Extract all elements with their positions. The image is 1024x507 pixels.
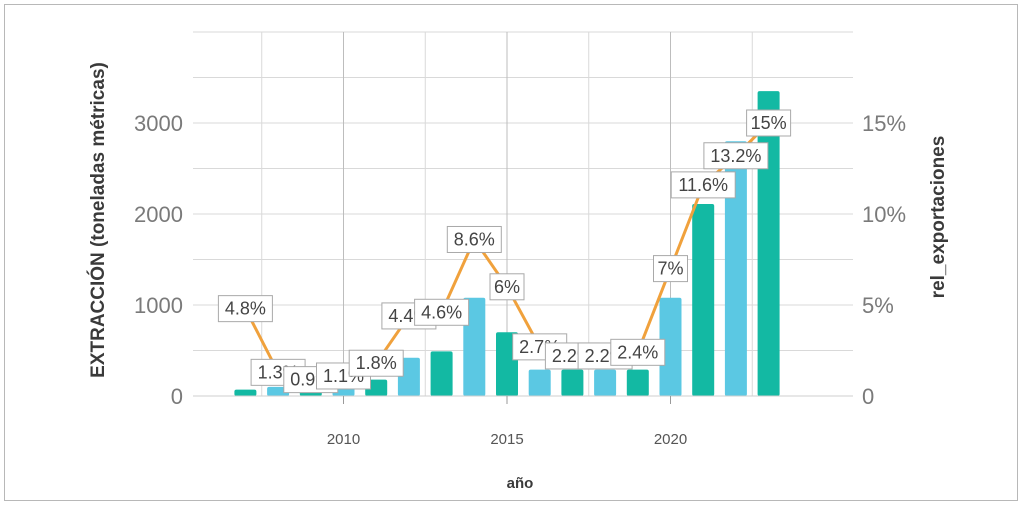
data-label-text: 4.8% [225, 299, 266, 319]
data-label-2015: 6% [489, 273, 525, 301]
y-tick-label: 1000 [134, 293, 183, 318]
data-label-2014: 8.6% [446, 225, 502, 253]
data-label-text: 13.2% [710, 146, 761, 166]
data-label-text: 6% [494, 277, 520, 297]
data-label-box [446, 225, 502, 253]
data-label-text: 1.8% [356, 353, 397, 373]
x-axis-title: año [507, 475, 534, 492]
axes-layer: 0 1000 2000 3000 0 5% 10% 15% 2010 2015 2020 [134, 111, 906, 448]
data-label-box [414, 298, 470, 326]
data-label-2019: 2.4% [610, 338, 666, 366]
chart-frame [4, 4, 1018, 501]
data-label-2022: 13.2% [703, 142, 769, 170]
y-tick-label: 0 [171, 384, 183, 409]
data-label-2007: 4.8% [217, 295, 273, 323]
bar-2022 [724, 141, 747, 396]
y-axis-title: EXTRACCIÓN (toneladas métricas) [87, 62, 109, 378]
data-label-text: 4.6% [421, 302, 462, 322]
data-label-2020: 7% [653, 255, 688, 283]
data-label-text: 2.4% [617, 342, 658, 362]
data-label-2013: 4.6% [414, 298, 470, 326]
bar-2016 [528, 369, 551, 396]
y-tick-label: 3000 [134, 111, 183, 136]
bar-2020 [659, 297, 682, 396]
x-tick-label: 2020 [654, 431, 687, 448]
y2-tick-label: 10% [862, 202, 906, 227]
data-label-box [348, 349, 404, 377]
data-label-text: 11.6% [678, 175, 728, 195]
data-label-box [670, 171, 736, 199]
y-tick-label: 2000 [134, 202, 183, 227]
x-tick-label: 2015 [490, 431, 523, 448]
y2-tick-label: 0 [862, 384, 874, 409]
y2-tick-label: 15% [862, 111, 906, 136]
data-label-2023: 15% [746, 109, 792, 137]
bar-2013 [430, 351, 453, 396]
data-label-box [610, 338, 666, 366]
data-label-text: 7% [657, 259, 683, 279]
data-label-box [217, 295, 273, 323]
data-label-box [653, 255, 688, 283]
data-label-text: 8.6% [454, 229, 495, 249]
data-label-text: 15% [751, 113, 787, 133]
y2-tick-label: 5% [862, 293, 894, 318]
bar-2007 [234, 389, 257, 396]
data-label-box [746, 109, 792, 137]
bar-2017 [561, 369, 584, 396]
data-labels-layer: 4.8%1.3%0.9%1.1%1.8%4.4%4.6%8.6%6%2.7%2.… [217, 109, 792, 394]
x-tick-label: 2010 [327, 431, 360, 448]
y2-axis-title: rel_exportaciones [928, 136, 949, 299]
data-label-2021: 11.6% [670, 171, 736, 199]
bar-2018 [594, 369, 617, 396]
bar-2023 [757, 91, 780, 397]
data-label-box [489, 273, 525, 301]
bar-2021 [692, 203, 715, 396]
bar-2019 [626, 369, 649, 396]
data-label-box [703, 142, 769, 170]
data-label-2011: 1.8% [348, 349, 404, 377]
